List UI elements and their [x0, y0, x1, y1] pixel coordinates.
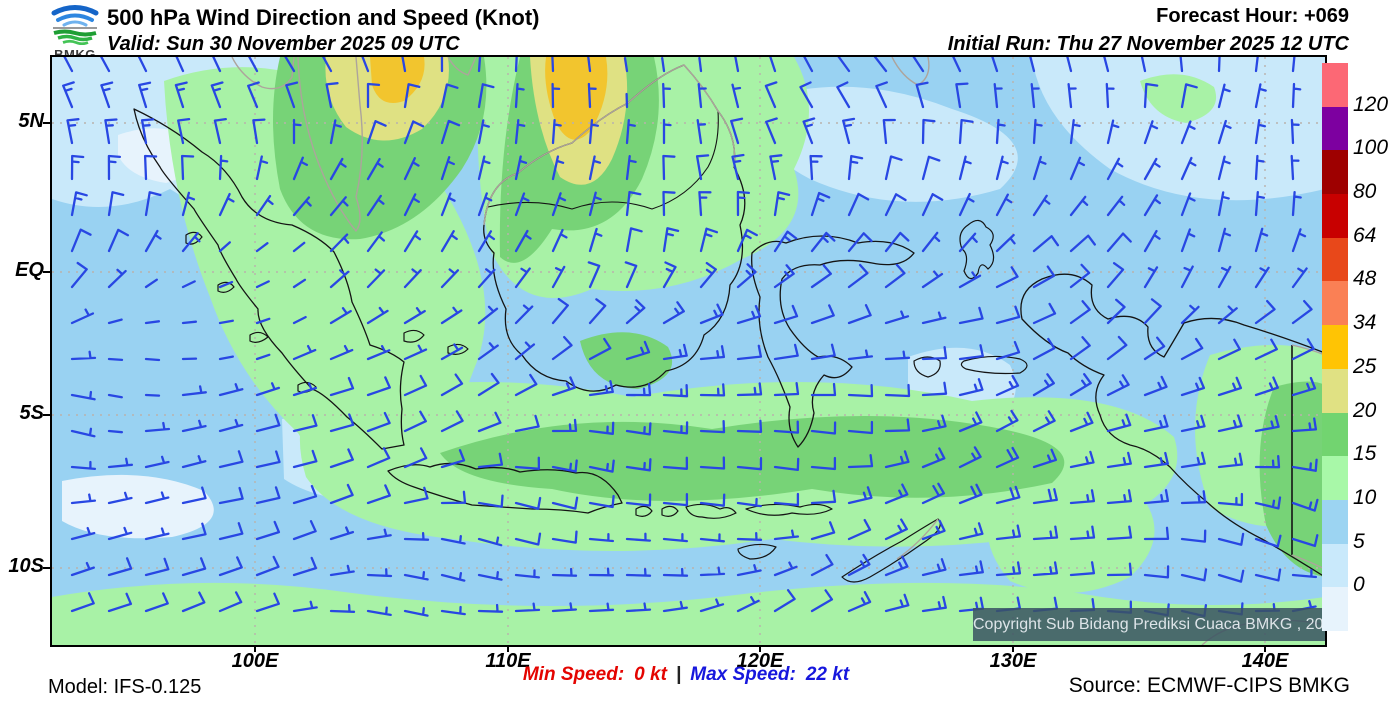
lat-tick-label: 5S	[19, 402, 44, 424]
speed-region	[440, 416, 1065, 501]
bmkg-logo-icon	[51, 5, 99, 46]
initial-run-label: Initial Run: Thu 27 November 2025 12 UTC	[947, 33, 1349, 55]
lon-tick-mark	[1264, 645, 1266, 652]
speed-region	[1032, 57, 1325, 201]
wind-barb-field	[62, 57, 1319, 618]
separator: |	[675, 664, 682, 685]
copyright-overlay: Copyright Sub Bidang Prediksi Cuaca BMKG…	[973, 608, 1325, 641]
colorbar-segment	[1322, 150, 1348, 195]
wind-barbs	[62, 57, 1319, 618]
lat-tick-mark	[43, 567, 51, 569]
colorbar-segment	[1322, 456, 1348, 500]
lat-tick-mark	[43, 414, 51, 416]
max-speed-value: 22 kt	[805, 664, 850, 685]
colorbar-label: 34	[1353, 311, 1377, 335]
colorbar-segment	[1322, 412, 1348, 457]
colorbar-label: 48	[1353, 267, 1377, 291]
colorbar-label: 64	[1353, 223, 1377, 247]
colorbar-segment	[1322, 543, 1348, 588]
lon-tick-label: 100E	[231, 650, 279, 672]
lat-tick-mark	[43, 271, 51, 273]
coastline	[737, 543, 777, 560]
colorbar-segment	[1322, 587, 1348, 631]
coastline	[297, 57, 363, 232]
speed-region	[370, 57, 425, 103]
coastline	[913, 356, 941, 378]
colorbar-segment	[1322, 325, 1348, 369]
valid-time-label: Valid: Sun 30 November 2025 09 UTC	[107, 33, 460, 55]
colorbar-label: 0	[1353, 573, 1365, 597]
coastline	[487, 110, 719, 210]
page-title: 500 hPa Wind Direction and Speed (Knot)	[107, 5, 540, 30]
colorbar-label: 25	[1353, 354, 1377, 378]
colorbar-label: 80	[1353, 180, 1377, 204]
coastline	[896, 518, 939, 560]
coastline	[959, 219, 995, 280]
lon-tick-label: 140E	[1241, 650, 1289, 672]
min-speed-value: 0 kt	[634, 664, 667, 685]
source-label: Source: ECMWF-CIPS BMKG	[1068, 674, 1350, 697]
coastline	[231, 57, 295, 90]
colorbar-segment	[1322, 368, 1348, 413]
lon-tick-label: 120E	[736, 650, 784, 672]
colorbar-label: 5	[1353, 529, 1365, 553]
speed-region	[62, 474, 214, 539]
lat-tick-label: 5N	[18, 110, 44, 132]
colorbar-label: 10	[1353, 485, 1377, 509]
lat-tick-label: 10S	[8, 555, 44, 577]
lon-tick-mark	[507, 645, 509, 652]
lon-tick-mark	[759, 645, 761, 652]
coastline	[841, 518, 941, 583]
coastline	[249, 331, 269, 343]
wind-map: Copyright Sub Bidang Prediksi Cuaca BMKG…	[50, 55, 1327, 647]
coastline	[1020, 273, 1325, 578]
lon-tick-mark	[254, 645, 256, 652]
forecast-hour-label: Forecast Hour: +069	[1156, 5, 1349, 27]
coastline	[661, 505, 679, 517]
lat-tick-mark	[43, 122, 51, 124]
colorbar-label: 120	[1353, 92, 1389, 116]
coastline	[635, 505, 653, 517]
lat-tick-label: EQ	[15, 259, 44, 281]
speed-region	[112, 605, 220, 640]
wind-map-canvas	[52, 57, 1325, 645]
coastline	[133, 108, 405, 450]
lon-tick-label: 130E	[989, 650, 1037, 672]
colorbar-segment	[1322, 194, 1348, 238]
lon-tick-label: 110E	[485, 650, 531, 672]
bmkg-logo: BMKG	[45, 1, 105, 62]
colorbar-segment	[1322, 237, 1348, 282]
speed-region	[752, 86, 1018, 202]
colorbar-segment	[1322, 281, 1348, 326]
coastline	[387, 462, 623, 514]
coastline	[685, 503, 737, 519]
gridlines	[52, 57, 1325, 645]
colorbar-segment	[1322, 106, 1348, 151]
speed-region	[987, 474, 1155, 594]
colorbar-label: 100	[1353, 136, 1389, 160]
min-max-speed: Min Speed: 0 kt | Max Speed: 22 kt	[523, 664, 849, 686]
colorbar-label: 20	[1353, 398, 1377, 422]
speed-colorbar	[1322, 63, 1348, 631]
coastline	[217, 281, 235, 293]
colorbar-label: 15	[1353, 442, 1377, 466]
colorbar-segment	[1322, 499, 1348, 544]
min-speed-label: Min Speed:	[522, 664, 625, 685]
colorbar-segment	[1322, 63, 1348, 107]
max-speed-label: Max Speed:	[690, 664, 796, 685]
lon-tick-mark	[1012, 645, 1014, 652]
model-label: Model: IFS-0.125	[48, 676, 202, 698]
speed-region	[580, 332, 673, 389]
coastline	[447, 57, 477, 76]
coastline	[403, 329, 425, 343]
